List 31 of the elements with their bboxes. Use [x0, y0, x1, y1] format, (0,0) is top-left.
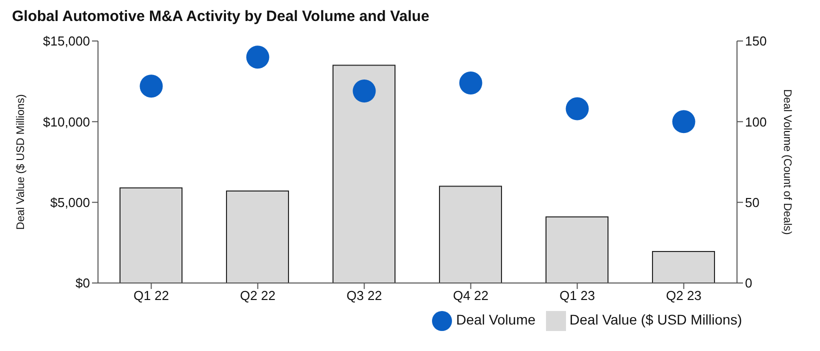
bar: [226, 190, 289, 283]
chart-title: Global Automotive M&A Activity by Deal Volume and Value: [12, 8, 430, 25]
x-tick-label: Q3 22: [346, 288, 382, 304]
legend-label: Deal Volume: [456, 312, 536, 328]
y2-tick-label: 50: [745, 194, 760, 210]
x-tick-label: Q4 22: [453, 288, 488, 304]
bar: [439, 186, 502, 283]
bar: [332, 64, 396, 283]
point: [672, 110, 696, 134]
x-tick-label: Q1 23: [560, 288, 595, 304]
legend-label: Deal Value ($ USD Millions): [570, 312, 742, 328]
y2-tick-label: 0: [745, 276, 752, 291]
bar: [652, 251, 715, 283]
y-tick-label: $15,000: [43, 34, 90, 49]
point: [566, 97, 589, 120]
x-tick-label: Q2 22: [240, 288, 276, 304]
y2-axis-title: Deal Volume (Count of Deals): [781, 89, 794, 235]
x-tick-label: Q2 23: [666, 288, 702, 304]
point: [352, 80, 376, 103]
bar: [120, 187, 182, 283]
point: [459, 71, 482, 94]
y-tick-label: $5,000: [50, 194, 90, 210]
y2-tick-label: 100: [745, 114, 767, 130]
y-tick-label: $0: [76, 276, 90, 291]
bar: [546, 216, 608, 283]
point: [246, 46, 270, 69]
y2-tick-label: 150: [745, 34, 767, 49]
point: [140, 74, 163, 98]
y-tick-label: $10,000: [43, 114, 90, 130]
y-axis-title: Deal Value ($ USD Millions): [14, 94, 27, 230]
x-tick-label: Q1 22: [134, 288, 169, 304]
